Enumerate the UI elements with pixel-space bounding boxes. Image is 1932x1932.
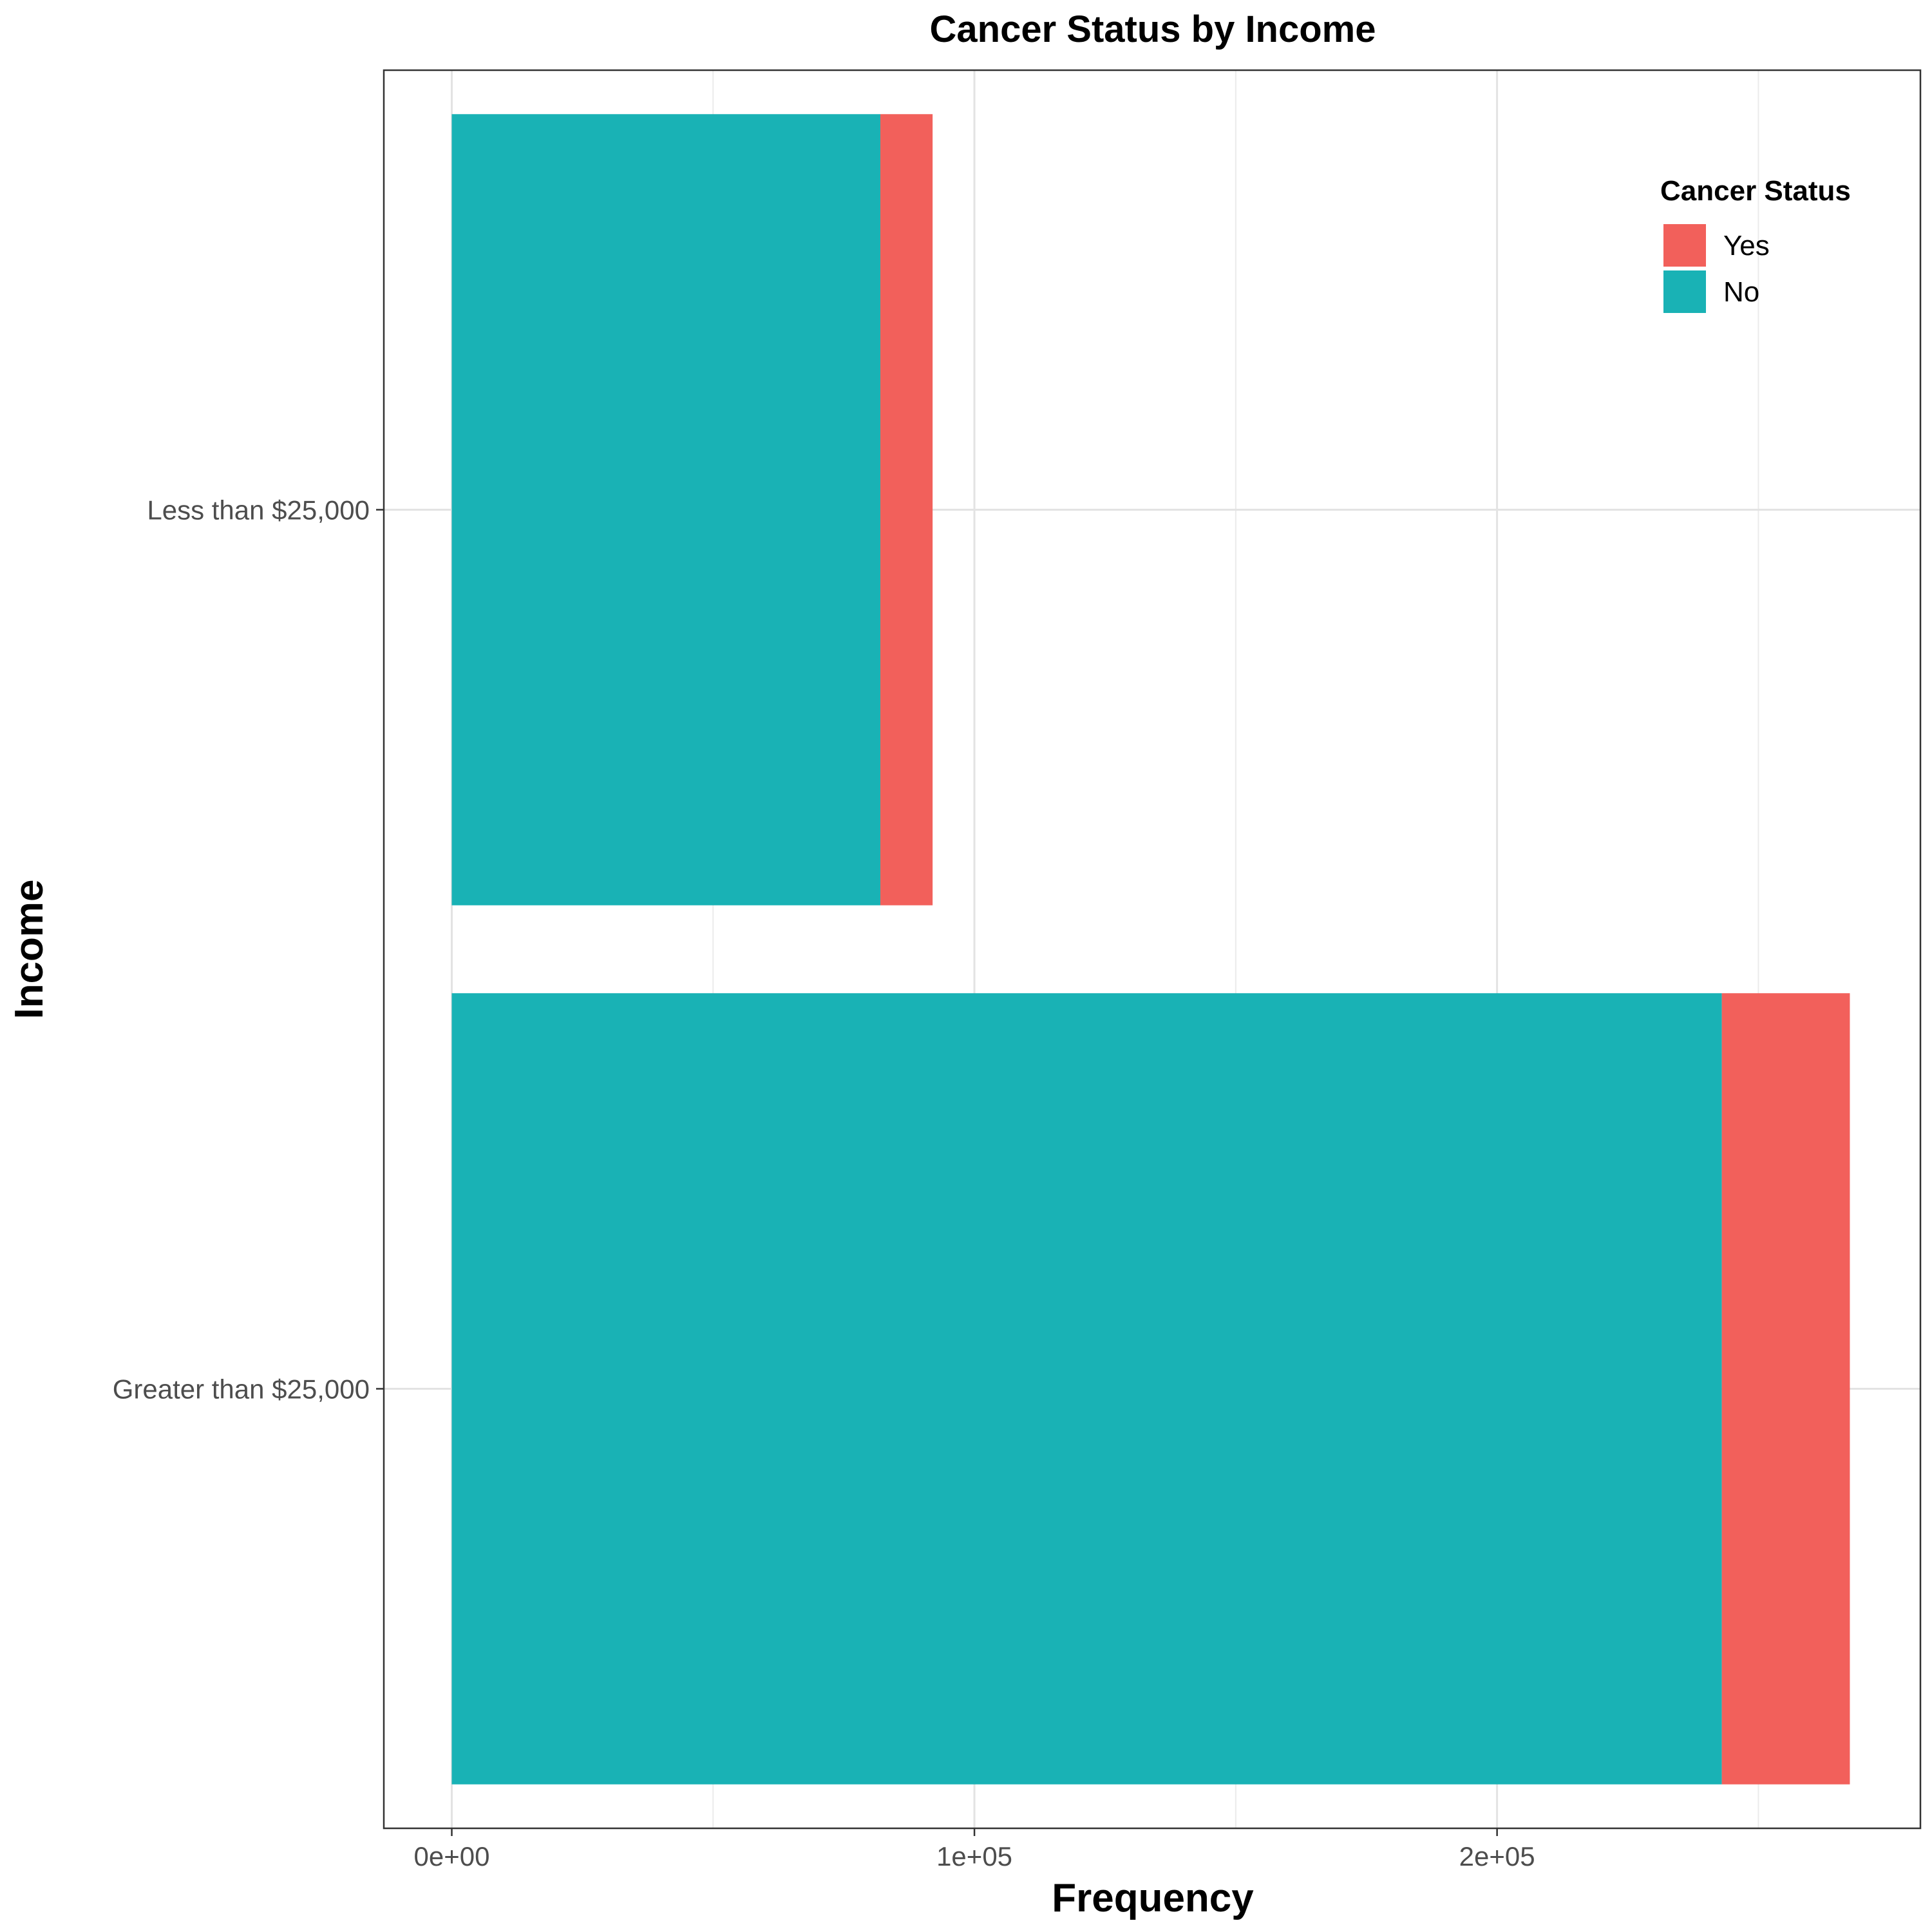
y-tick-label: Less than $25,000 bbox=[147, 495, 370, 526]
legend-key-yes bbox=[1663, 224, 1706, 267]
legend-title: Cancer Status bbox=[1660, 175, 1851, 207]
legend-label-yes: Yes bbox=[1723, 230, 1770, 261]
y-axis-title: Income bbox=[7, 879, 52, 1019]
x-tick-label: 0e+00 bbox=[414, 1841, 490, 1871]
bars-layer bbox=[451, 114, 1850, 1785]
x-tick-label: 2e+05 bbox=[1459, 1841, 1535, 1871]
x-axis-title: Frequency bbox=[1052, 1876, 1254, 1920]
bar-no-greater-than-25000 bbox=[451, 993, 1722, 1785]
x-tick-label: 1e+05 bbox=[936, 1841, 1012, 1871]
y-tick-label: Greater than $25,000 bbox=[113, 1374, 370, 1405]
bar-no-less-than-25000 bbox=[451, 114, 880, 905]
plot-panel-border bbox=[383, 69, 1922, 1830]
axis-layer: 0e+00 1e+05 2e+05 Greater than $25,000 Less … bbox=[113, 495, 1535, 1872]
bar-yes-less-than-25000 bbox=[880, 114, 933, 905]
bar-yes-greater-than-25000 bbox=[1721, 993, 1850, 1785]
legend-items: Yes No bbox=[1663, 224, 1770, 313]
chart-title: Cancer Status by Income bbox=[930, 8, 1376, 50]
legend: Cancer Status Yes No bbox=[1660, 175, 1851, 313]
legend-key-no bbox=[1663, 270, 1706, 313]
legend-label-no: No bbox=[1723, 276, 1759, 308]
